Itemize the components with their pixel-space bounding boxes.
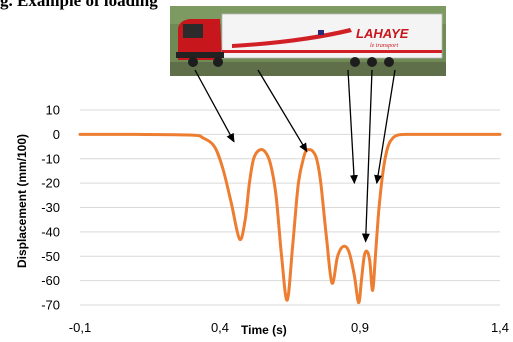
wheel-trailer-1 xyxy=(350,57,360,67)
trailer-logo-mark xyxy=(318,30,324,35)
x-tick-label: 1,4 xyxy=(491,320,509,335)
y-tick-label: -60 xyxy=(41,273,60,288)
cab-window xyxy=(183,24,203,38)
y-axis-ticks: 10 0 -10 -20 -30 -40 -50 -60 -70 xyxy=(41,103,60,313)
axle-arrow-3 xyxy=(347,69,358,185)
axle-arrow-2 xyxy=(257,69,308,153)
axle-arrow-5 xyxy=(374,69,396,185)
displacement-line xyxy=(78,132,502,305)
x-tick-label: -0,1 xyxy=(69,320,91,335)
trailer-brand-text: LAHAYE xyxy=(356,26,409,41)
axle-arrow-4 xyxy=(361,69,373,243)
photo-road xyxy=(170,62,446,76)
cab-bumper xyxy=(176,52,224,58)
wheel-drive xyxy=(213,57,223,67)
x-axis-title: Time (s) xyxy=(241,323,287,337)
truck-photo: LAHAYE le transport xyxy=(170,6,446,76)
figure-caption: g. Example of loading xyxy=(0,0,158,10)
wheel-trailer-2 xyxy=(367,57,377,67)
x-tick-label: 0,9 xyxy=(351,320,369,335)
wheel-trailer-3 xyxy=(384,57,394,67)
y-tick-label: -10 xyxy=(41,151,60,166)
y-tick-label: -30 xyxy=(41,200,60,215)
wheel-front xyxy=(188,57,198,67)
x-axis-ticks: -0,1 0,4 0,9 1,4 xyxy=(69,320,509,335)
y-tick-label: 0 xyxy=(53,127,60,142)
y-tick-label: -40 xyxy=(41,224,60,239)
axle-arrows xyxy=(194,69,396,243)
y-tick-label: 10 xyxy=(46,103,60,118)
trailer-script-text: le transport xyxy=(370,43,399,49)
trailer-swoosh xyxy=(232,28,352,48)
y-tick-label: -20 xyxy=(41,176,60,191)
y-tick-label: -70 xyxy=(41,298,60,313)
y-axis-title: Displacement (mm/100) xyxy=(15,134,29,268)
x-tick-label: 0,4 xyxy=(211,320,229,335)
y-tick-label: -50 xyxy=(41,249,60,264)
trailer-stripe xyxy=(222,50,442,53)
axle-arrow-1 xyxy=(194,69,235,143)
